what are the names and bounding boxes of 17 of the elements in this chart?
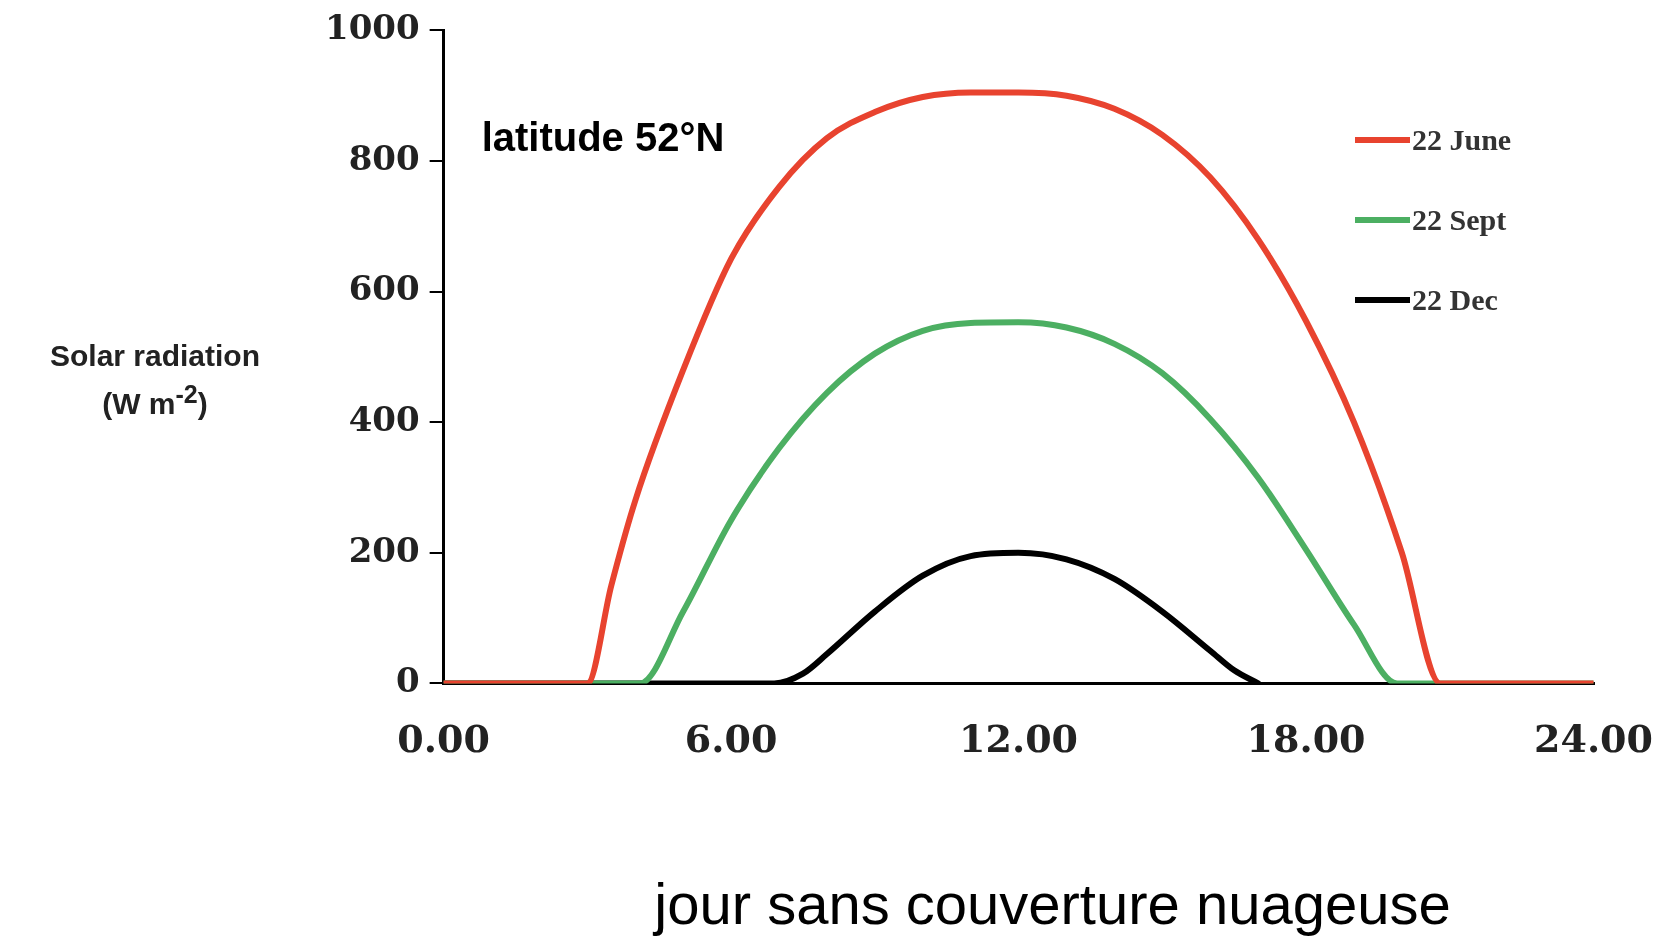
annotation: latitude 52°N: [481, 115, 725, 160]
y-tick-label: 200: [348, 529, 420, 570]
y-tick-label: 400: [348, 399, 420, 440]
x-tick-label: 6.00: [684, 716, 778, 762]
y-tick-label: 1000: [324, 7, 420, 48]
x-tick-label: 18.00: [1246, 716, 1366, 762]
legend-label: 22 Dec: [1412, 283, 1498, 317]
text: jour sans couverture nuageuse: [651, 870, 1452, 937]
legend-label: 22 Sept: [1412, 203, 1507, 237]
x-tick-label: 12.00: [959, 716, 1079, 762]
legend-label: 22 June: [1412, 123, 1512, 157]
x-tick-label: 24.00: [1534, 716, 1653, 762]
x-tick-label: 0.00: [397, 716, 490, 762]
y-tick-label: 0: [395, 660, 420, 701]
y-tick-label: 600: [348, 268, 420, 309]
y-axis-title: Solar radiation (W m$^{-2}$): [48, 338, 261, 422]
y-tick-label: 800: [348, 137, 420, 178]
